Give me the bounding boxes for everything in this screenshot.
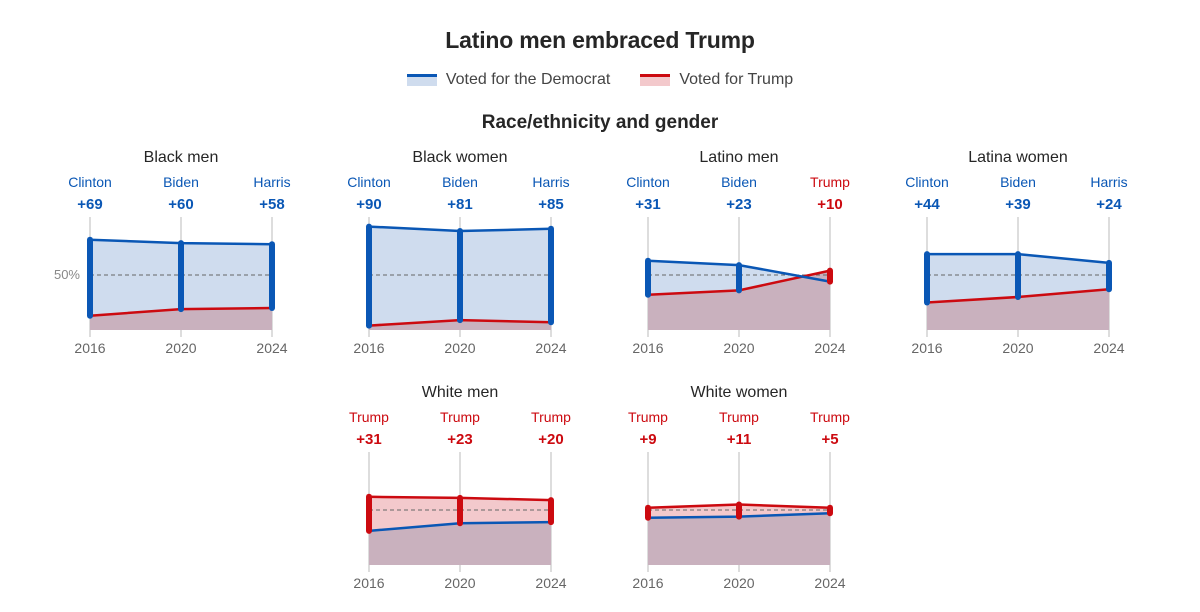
margin-label: +20 bbox=[538, 431, 563, 448]
candidate-label: Trump bbox=[810, 174, 850, 190]
candidate-label: Biden bbox=[442, 174, 478, 190]
chart-subtitle: Race/ethnicity and gender bbox=[481, 112, 719, 133]
candidate-label: Clinton bbox=[347, 174, 391, 190]
panel-white-men: White men Trump +31 Trump +23 Trump +20 2016 202… bbox=[349, 384, 571, 591]
legend: Voted for the Democrat Voted for Trump bbox=[0, 71, 1200, 89]
panel-title: Black women bbox=[412, 149, 507, 166]
year-tick-label: 2020 bbox=[1002, 340, 1033, 356]
year-tick-label: 2016 bbox=[353, 575, 384, 591]
year-tick-label: 2024 bbox=[814, 575, 845, 591]
margin-label: +9 bbox=[639, 431, 656, 448]
margin-label: +23 bbox=[726, 196, 751, 213]
year-tick-label: 2024 bbox=[535, 575, 566, 591]
year-tick-label: 2016 bbox=[632, 575, 663, 591]
legend-item-trump: Voted for Trump bbox=[640, 71, 793, 89]
year-tick-label: 2016 bbox=[911, 340, 942, 356]
year-tick-label: 2016 bbox=[74, 340, 105, 356]
lower-share-area bbox=[648, 270, 830, 330]
legend-label-democrat: Voted for the Democrat bbox=[445, 71, 611, 88]
legend-swatch-democrat bbox=[406, 74, 437, 86]
panel-white-women: White women Trump +9 Trump +11 Trump +5 2016 202… bbox=[628, 384, 850, 591]
margin-label: +44 bbox=[914, 196, 940, 213]
candidate-label: Trump bbox=[628, 409, 668, 425]
lower-share-area bbox=[648, 513, 830, 565]
candidate-label: Trump bbox=[531, 409, 571, 425]
margin-label: +60 bbox=[168, 196, 193, 213]
legend-swatch-trump bbox=[640, 74, 671, 86]
year-tick-label: 2020 bbox=[165, 340, 196, 356]
year-tick-label: 2020 bbox=[723, 340, 754, 356]
margin-label: +39 bbox=[1005, 196, 1030, 213]
year-tick-label: 2024 bbox=[256, 340, 287, 356]
year-tick-label: 2020 bbox=[444, 575, 475, 591]
panel-title: White women bbox=[691, 384, 788, 401]
candidate-label: Biden bbox=[163, 174, 199, 190]
margin-label: +58 bbox=[259, 196, 284, 213]
lower-share-area bbox=[369, 320, 551, 330]
margin-label: +85 bbox=[538, 196, 563, 213]
margin-label: +24 bbox=[1096, 196, 1122, 213]
candidate-label: Trump bbox=[719, 409, 759, 425]
margin-label: +10 bbox=[817, 196, 842, 213]
panel-latina-women: Latina women Clinton +44 Biden +39 Harris +24 2… bbox=[905, 149, 1127, 356]
candidate-label: Clinton bbox=[68, 174, 112, 190]
panel-latino-men: Latino men Clinton +31 Biden +23 Trump +10 2016… bbox=[626, 149, 850, 356]
margin-label: +23 bbox=[447, 431, 472, 448]
candidate-label: Trump bbox=[440, 409, 480, 425]
panel-black-men: Black men Clinton +69 Biden +60 Harris +58 50% 2… bbox=[54, 149, 291, 356]
candidate-label: Biden bbox=[721, 174, 757, 190]
candidate-label: Harris bbox=[253, 174, 290, 190]
margin-label: +5 bbox=[821, 431, 838, 448]
lower-share-area bbox=[369, 522, 551, 565]
candidate-label: Biden bbox=[1000, 174, 1036, 190]
panel-title: Latina women bbox=[968, 149, 1068, 166]
margin-label: +31 bbox=[356, 431, 381, 448]
candidate-label: Trump bbox=[349, 409, 389, 425]
year-tick-label: 2024 bbox=[814, 340, 845, 356]
legend-item-democrat: Voted for the Democrat bbox=[406, 71, 611, 89]
fifty-percent-label: 50% bbox=[54, 267, 80, 282]
year-tick-label: 2020 bbox=[444, 340, 475, 356]
candidate-label: Clinton bbox=[905, 174, 949, 190]
candidate-label: Harris bbox=[532, 174, 569, 190]
margin-label: +69 bbox=[77, 196, 102, 213]
legend-label-trump: Voted for Trump bbox=[679, 71, 794, 88]
candidate-label: Trump bbox=[810, 409, 850, 425]
year-tick-label: 2016 bbox=[632, 340, 663, 356]
margin-label: +81 bbox=[447, 196, 472, 213]
year-tick-label: 2020 bbox=[723, 575, 754, 591]
year-tick-label: 2024 bbox=[535, 340, 566, 356]
year-tick-label: 2016 bbox=[353, 340, 384, 356]
margin-label: +11 bbox=[727, 431, 752, 448]
lower-share-area bbox=[927, 289, 1109, 330]
candidate-label: Clinton bbox=[626, 174, 670, 190]
year-tick-label: 2024 bbox=[1093, 340, 1124, 356]
panel-title: Latino men bbox=[699, 149, 778, 166]
panel-black-women: Black women Clinton +90 Biden +81 Harris +85 20… bbox=[347, 149, 569, 356]
candidate-label: Harris bbox=[1090, 174, 1127, 190]
panel-title: Black men bbox=[144, 149, 219, 166]
margin-label: +90 bbox=[356, 196, 381, 213]
chart-title: Latino men embraced Trump bbox=[445, 27, 755, 53]
margin-label: +31 bbox=[635, 196, 660, 213]
panel-title: White men bbox=[422, 384, 498, 401]
